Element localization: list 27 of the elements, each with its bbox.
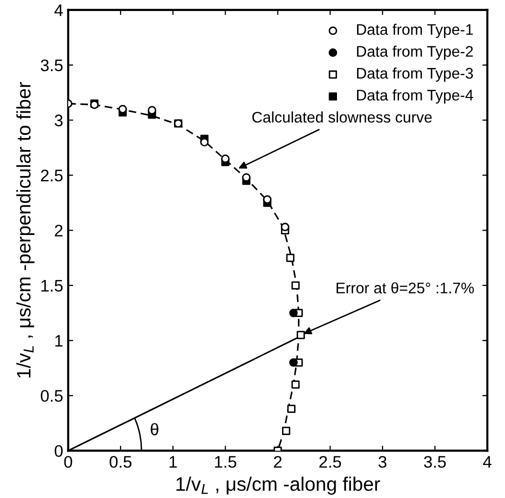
x-tick-label: 2.5	[319, 456, 342, 468]
y-tick-label: 1	[55, 335, 62, 347]
legend-label: Data from Type-3	[357, 67, 473, 82]
x-tick-label: 2	[274, 456, 282, 468]
x-tick-label: 3.5	[424, 456, 446, 468]
x-tick-label: 1.5	[215, 456, 236, 468]
y-axis-title: 1/v$_{L}$ , μs/cm -perpendicular to fiber	[16, 82, 34, 378]
y-tick-label: 0	[54, 445, 63, 457]
y-tick-label: 4	[54, 4, 63, 16]
y-tick-label: 3	[54, 114, 63, 126]
legend-label: Data from Type-4	[357, 89, 474, 104]
x-tick-label: 0	[64, 456, 72, 468]
annotation: θ	[150, 423, 158, 436]
y-tick-label: 3.5	[40, 59, 63, 72]
annotation: Error at θ=25° :1.7%	[336, 282, 474, 294]
annotation: Calculated slowness curve	[252, 111, 432, 123]
x-axis-title: 1/v$_{L}$ , μs/cm -along fiber	[176, 476, 380, 495]
x-tick-label: 1	[170, 456, 177, 468]
x-tick-label: 3	[378, 456, 386, 468]
legend-label: Data from Type-2	[357, 46, 473, 60]
y-tick-label: 2.5	[40, 170, 63, 182]
y-tick-label: 2	[54, 224, 62, 236]
x-tick-label: 0.5	[110, 456, 132, 468]
x-tick-label: 4	[483, 456, 492, 468]
legend-label: Data from Type-1	[357, 24, 473, 38]
y-tick-label: 1.5	[41, 280, 63, 292]
y-tick-label: 0.5	[40, 390, 63, 402]
